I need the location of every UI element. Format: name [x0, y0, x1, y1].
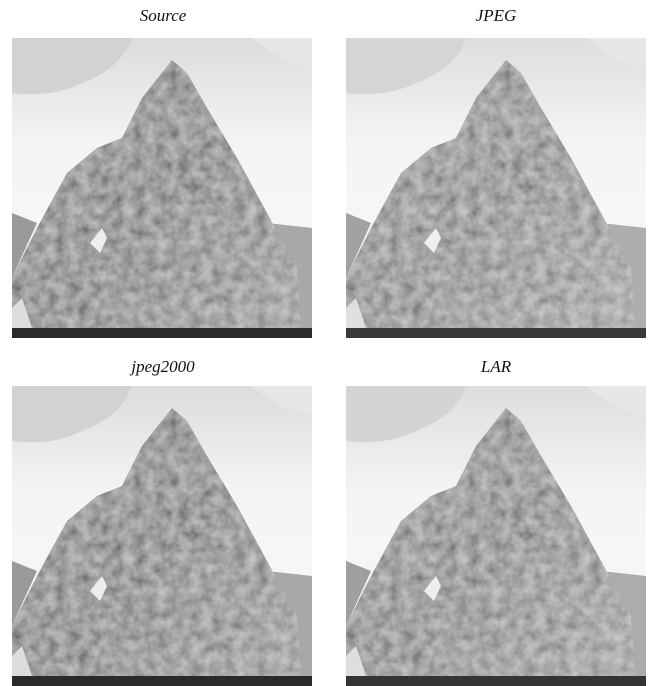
- source-image: [12, 38, 312, 338]
- jpeg-image: [346, 38, 646, 338]
- jpeg2000-image: [12, 386, 312, 686]
- panel-caption: Source: [140, 6, 187, 25]
- panel-caption: JPEG: [476, 6, 517, 25]
- panel-caption: jpeg2000: [129, 357, 195, 376]
- panel-caption: LAR: [480, 357, 512, 376]
- lar-image: [346, 386, 646, 686]
